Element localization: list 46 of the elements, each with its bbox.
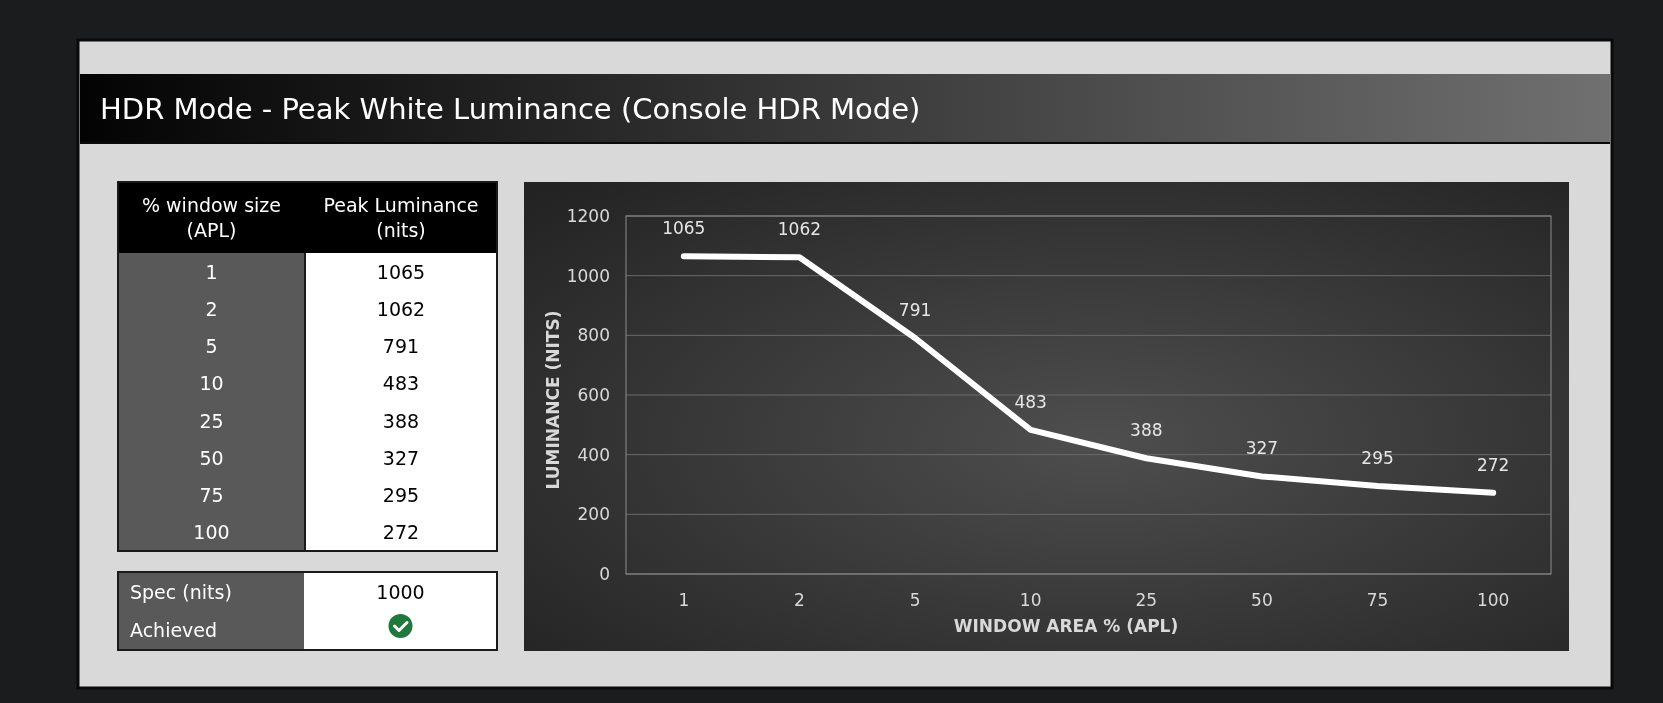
category-label: 75: [199, 484, 224, 507]
y-tick-label: 800: [577, 325, 610, 346]
data-label: 327: [1245, 438, 1279, 459]
y-tick-label: 1000: [566, 265, 610, 286]
data-label: 272: [1476, 454, 1510, 475]
category-label: 50: [199, 446, 224, 469]
data-label: 1065: [662, 218, 706, 239]
x-tick-label: 1: [678, 590, 690, 610]
text: 483: [382, 372, 420, 395]
y-tick-label: 0: [599, 564, 610, 584]
category-label: 25: [199, 409, 224, 432]
data-label: 791: [898, 300, 932, 321]
data-label: 295: [1361, 447, 1394, 468]
data-label: 1062: [777, 219, 822, 240]
text: Achieved: [130, 619, 218, 641]
text: 272: [382, 521, 420, 544]
x-axis-title: WINDOW AREA % (APL): [953, 616, 1179, 636]
text: 327: [382, 446, 420, 469]
category-label: 1: [205, 260, 218, 283]
text: 388: [382, 409, 420, 432]
x-tick-label: 50: [1251, 590, 1273, 610]
text: Spec (nits): [130, 581, 232, 603]
category-label: 10: [199, 372, 224, 395]
chart-title: HDR Mode - Peak White Luminance (Console HDR Mode): [100, 92, 921, 126]
data-label: 388: [1130, 420, 1163, 441]
category-label: 25: [205, 297, 218, 358]
y-tick-label: 200: [577, 504, 610, 525]
text: % window size (APL): [141, 194, 282, 241]
text: 1062: [376, 297, 426, 320]
text: 791: [382, 335, 420, 358]
x-tick-label: 5: [909, 590, 921, 610]
y-tick-label: 1200: [566, 206, 610, 226]
x-tick-label: 10: [1019, 590, 1042, 610]
y-tick-label: 600: [577, 385, 610, 405]
text: 1000: [376, 581, 425, 603]
y-tick-label: 400: [577, 444, 610, 465]
x-tick-label: 75: [1366, 590, 1389, 610]
y-axis-title: LUMINANCE (NITS): [543, 310, 563, 490]
x-tick-label: 100: [1476, 590, 1510, 610]
data-label: 483: [1014, 391, 1047, 412]
text: 1065: [376, 260, 426, 283]
text: 295: [382, 484, 420, 507]
x-tick-label: 2: [794, 590, 805, 610]
text: Peak Luminance (nits): [323, 194, 479, 241]
category-label: 100: [193, 521, 230, 544]
x-tick-label: 25: [1135, 590, 1158, 610]
